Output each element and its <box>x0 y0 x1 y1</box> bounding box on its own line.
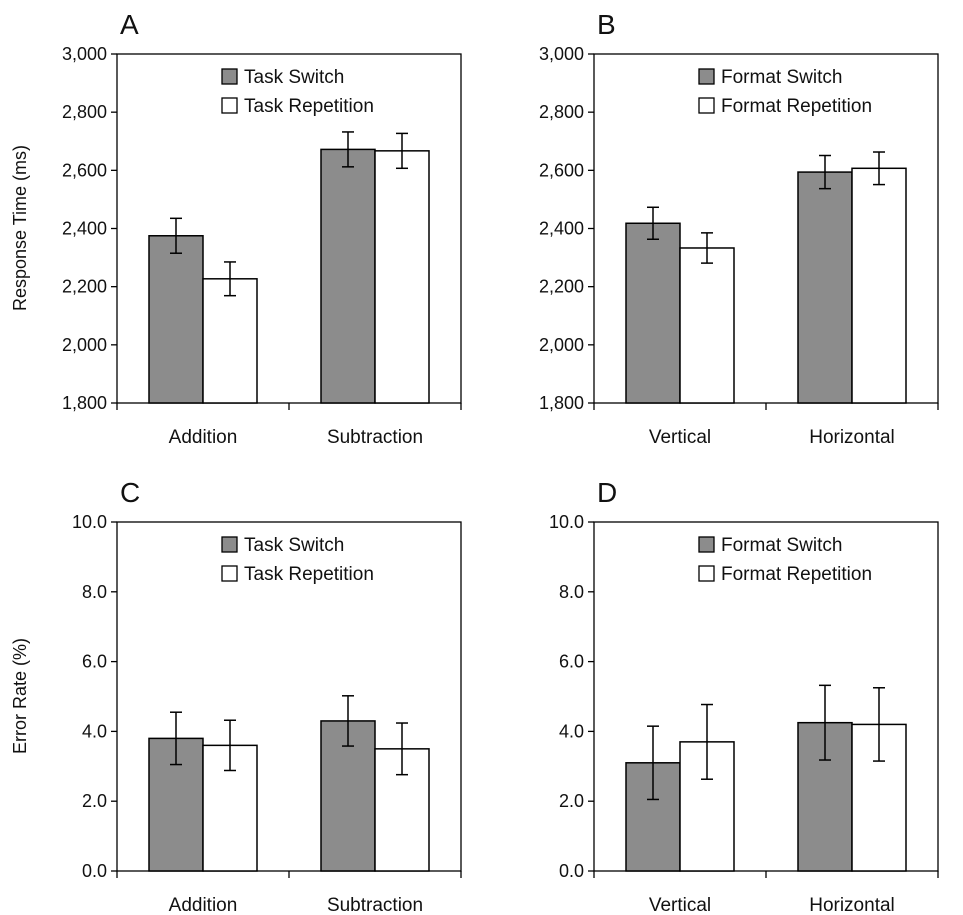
y-axis-label: Response Time (ms) <box>10 145 30 311</box>
y-tick-label: 2.0 <box>82 791 107 811</box>
bar-repetition <box>851 167 907 404</box>
bar-switch <box>625 222 681 404</box>
panel-b: B 1,800 2,000 2,200 2,400 2,600 2,800 3,000 Vert… <box>539 9 939 448</box>
panel-letter: A <box>120 9 139 40</box>
bar-repetition <box>679 247 735 404</box>
bar-repetition <box>374 150 430 404</box>
y-tick-label: 6.0 <box>559 652 584 672</box>
y-tick-label: 8.0 <box>559 582 584 602</box>
y-tick-label: 1,800 <box>539 393 584 413</box>
y-tick-label: 2,200 <box>62 277 107 297</box>
panel-c: C Error Rate (%) 0.0 2.0 4.0 6.0 8.0 10.0 Additi… <box>10 477 462 915</box>
legend-swatch <box>221 565 238 582</box>
y-tick-label: 2.0 <box>559 791 584 811</box>
legend-swatch <box>221 536 238 553</box>
x-category-label: Addition <box>169 427 238 448</box>
x-category-label: Vertical <box>649 895 711 915</box>
y-tick-label: 2,600 <box>539 160 584 180</box>
legend-label: Task Switch <box>244 67 344 88</box>
y-tick-label: 2,400 <box>62 219 107 239</box>
legend-label: Format Repetition <box>721 564 872 585</box>
x-category-label: Subtraction <box>327 427 423 448</box>
x-category-label: Horizontal <box>809 895 895 915</box>
legend-label: Task Repetition <box>244 96 374 117</box>
panel-letter: C <box>120 477 140 508</box>
legend-label: Task Repetition <box>244 564 374 585</box>
panel-letter: D <box>597 477 617 508</box>
y-tick-label: 0.0 <box>82 861 107 881</box>
bar-repetition <box>202 278 258 404</box>
y-tick-label: 2,000 <box>539 335 584 355</box>
y-tick-label: 4.0 <box>82 721 107 741</box>
x-category-label: Subtraction <box>327 895 423 915</box>
panel-a: A Response Time (ms) 1,800 2,000 2,200 2,400 2… <box>10 9 462 448</box>
y-tick-label: 2,400 <box>539 219 584 239</box>
bar-switch <box>797 171 853 404</box>
y-tick-label: 2,600 <box>62 160 107 180</box>
legend-swatch <box>221 68 238 85</box>
legend-swatch <box>698 536 715 553</box>
bar-switch <box>148 235 204 404</box>
y-tick-label: 8.0 <box>82 582 107 602</box>
y-tick-label: 2,000 <box>62 335 107 355</box>
legend-swatch <box>698 97 715 114</box>
y-tick-label: 4.0 <box>559 721 584 741</box>
y-tick-label: 1,800 <box>62 393 107 413</box>
legend-label: Task Switch <box>244 535 344 556</box>
x-category-label: Addition <box>169 895 238 915</box>
bar-switch <box>320 148 376 404</box>
y-tick-label: 6.0 <box>82 652 107 672</box>
legend-label: Format Repetition <box>721 96 872 117</box>
y-tick-label: 2,200 <box>539 277 584 297</box>
legend-swatch <box>698 68 715 85</box>
y-tick-label: 10.0 <box>72 512 107 532</box>
legend-swatch <box>698 565 715 582</box>
panel-d: D 0.0 2.0 4.0 6.0 8.0 10.0 Vertical Horizontal Fo… <box>549 477 939 915</box>
y-tick-label: 10.0 <box>549 512 584 532</box>
y-axis-label: Error Rate (%) <box>10 638 30 754</box>
x-category-label: Vertical <box>649 427 711 448</box>
legend-label: Format Switch <box>721 67 842 88</box>
y-tick-label: 2,800 <box>539 102 584 122</box>
y-tick-label: 0.0 <box>559 861 584 881</box>
legend-swatch <box>221 97 238 114</box>
legend-label: Format Switch <box>721 535 842 556</box>
y-tick-label: 3,000 <box>539 44 584 64</box>
panel-letter: B <box>597 9 616 40</box>
y-tick-label: 2,800 <box>62 102 107 122</box>
y-tick-label: 3,000 <box>62 44 107 64</box>
x-category-label: Horizontal <box>809 427 895 448</box>
